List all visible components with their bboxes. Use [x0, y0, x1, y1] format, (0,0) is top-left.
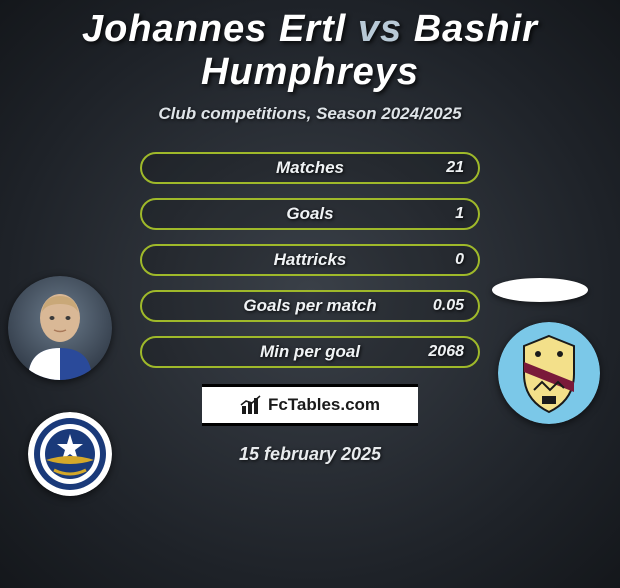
stat-label: Goals per match: [243, 296, 376, 316]
brand-box: FcTables.com: [202, 384, 418, 426]
subtitle: Club competitions, Season 2024/2025: [0, 104, 620, 124]
brand-chart-icon: [240, 394, 262, 416]
stat-row: Min per goal 2068: [140, 336, 480, 368]
stat-value-right: 0.05: [433, 297, 464, 315]
stat-row: Hattricks 0: [140, 244, 480, 276]
stat-value-right: 0: [455, 251, 464, 269]
player1-club-crest: [28, 412, 112, 496]
vs-text: vs: [358, 8, 402, 50]
stat-label: Goals: [286, 204, 333, 224]
player2-placeholder-ellipse: [492, 278, 588, 302]
stat-label: Matches: [276, 158, 344, 178]
stat-row: Goals per match 0.05: [140, 290, 480, 322]
stat-label: Hattricks: [274, 250, 347, 270]
stat-row: Goals 1: [140, 198, 480, 230]
stat-label: Min per goal: [260, 342, 360, 362]
stat-value-right: 1: [455, 205, 464, 223]
player1-name: Johannes Ertl: [82, 8, 346, 50]
player2-club-crest: [498, 322, 600, 424]
brand-text: FcTables.com: [268, 395, 380, 415]
stat-value-right: 21: [446, 159, 464, 177]
stats-area: Matches 21 Goals 1 Hattricks 0 Goals per match…: [0, 152, 620, 368]
player1-avatar: [8, 276, 112, 380]
comparison-title: Johannes Ertl vs Bashir Humphreys: [0, 8, 620, 94]
stat-value-right: 2068: [428, 343, 464, 361]
stat-row: Matches 21: [140, 152, 480, 184]
